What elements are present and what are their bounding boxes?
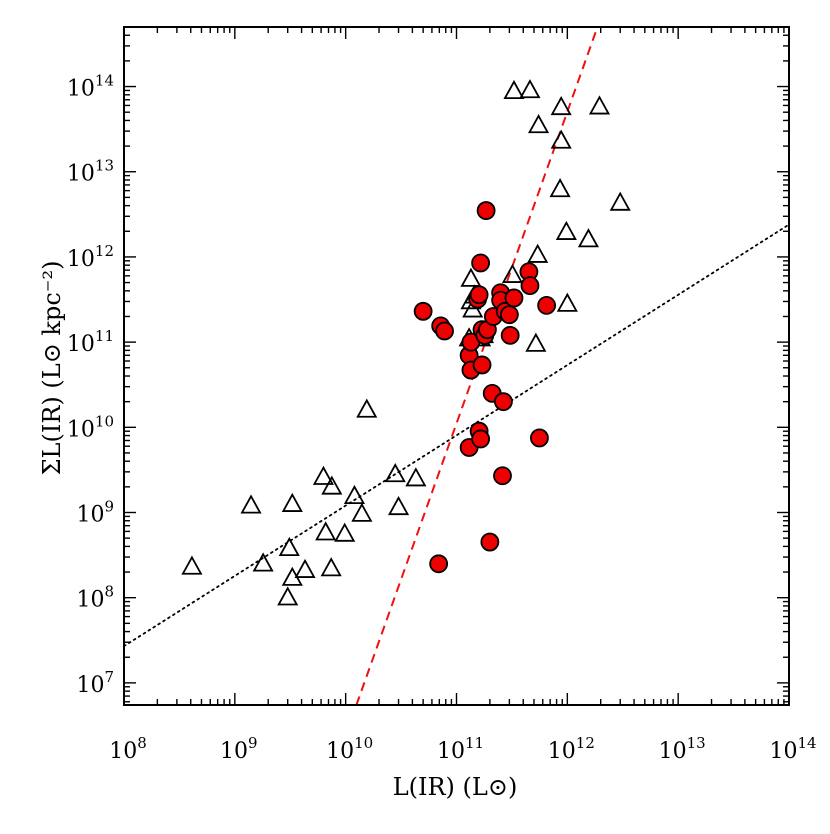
plot-frame — [123, 26, 790, 706]
triangle-marker — [577, 228, 599, 248]
y-tick-label: 108 — [76, 583, 114, 613]
circle-marker — [435, 321, 454, 341]
circle-marker — [429, 554, 449, 574]
circle-marker — [499, 305, 519, 325]
circle-marker — [530, 428, 549, 448]
circle-marker — [494, 392, 513, 412]
x-tick-label: 109 — [220, 734, 258, 764]
fit-lines-layer — [124, 27, 789, 705]
circle-marker — [520, 276, 540, 296]
triangle-marker — [240, 494, 262, 514]
triangle-marker — [556, 292, 578, 312]
triangle-marker — [519, 79, 541, 99]
triangle-marker — [321, 475, 343, 495]
tick-labels-layer: 108 109 1010 1011 1012 1013 1014 107 108 109 1010 1… — [67, 72, 817, 764]
triangle-marker — [181, 555, 203, 575]
x-tick-label: 108 — [109, 734, 147, 764]
y-tick-label: 1012 — [67, 242, 114, 272]
circle-marker — [493, 466, 512, 486]
y-tick-label: 107 — [76, 668, 114, 698]
triangle-marker — [277, 586, 299, 606]
triangle-marker — [384, 463, 406, 483]
ticks-layer — [123, 26, 790, 705]
circle-marker — [476, 201, 496, 220]
triangle-marker — [356, 398, 378, 418]
plot-frame-layer — [123, 26, 790, 706]
triangle-marker — [555, 220, 577, 240]
circle-marker — [500, 325, 520, 345]
circle-marker — [472, 355, 492, 375]
circle-marker — [537, 295, 556, 315]
triangle-marker — [528, 114, 550, 134]
triangle-marker — [387, 495, 410, 516]
triangle-marker — [460, 267, 482, 287]
triangle-marker — [503, 79, 525, 100]
triangle-marker — [281, 492, 303, 512]
triangle-marker — [334, 522, 356, 542]
triangle-marker — [527, 243, 549, 263]
triangle-marker — [501, 263, 524, 283]
x-tick-label: 1010 — [326, 734, 373, 764]
triangle-marker — [294, 558, 316, 578]
data-points-layer — [181, 79, 631, 606]
circle-marker — [480, 532, 500, 552]
y-tick-label: 1011 — [67, 327, 114, 357]
circle-marker — [471, 429, 491, 449]
y-tick-label: 1010 — [67, 412, 114, 442]
circle-marker — [471, 253, 491, 273]
y-tick-label: 1014 — [67, 72, 114, 102]
circle-marker — [469, 285, 489, 305]
y-tick-label: 109 — [76, 497, 114, 527]
triangle-marker — [550, 129, 572, 149]
x-tick-label: 1014 — [769, 734, 816, 764]
triangle-marker — [588, 95, 611, 115]
triangle-marker — [315, 521, 337, 541]
triangle-marker — [405, 467, 427, 487]
triangle-marker — [312, 465, 334, 485]
circle-marker — [413, 301, 433, 321]
x-tick-label: 1012 — [548, 734, 595, 764]
x-axis-label: L(IR) (L⊙) — [393, 773, 518, 801]
triangle-marker — [252, 552, 274, 572]
triangle-marker — [320, 557, 342, 577]
triangle-marker — [525, 332, 547, 352]
triangle-marker — [351, 502, 373, 522]
dotted-fit-line — [124, 223, 789, 648]
triangle-marker — [343, 484, 365, 505]
x-tick-label: 1013 — [659, 734, 706, 764]
y-tick-label: 1013 — [67, 157, 114, 187]
triangle-marker — [549, 178, 571, 198]
y-axis-label: ΣL(IR) (L⊙ kpc⁻²) — [38, 261, 66, 476]
x-tick-label: 1011 — [437, 734, 484, 764]
triangle-marker — [278, 536, 300, 557]
triangle-marker — [550, 95, 572, 116]
triangle-marker — [609, 191, 631, 211]
circle-marker — [504, 288, 524, 308]
